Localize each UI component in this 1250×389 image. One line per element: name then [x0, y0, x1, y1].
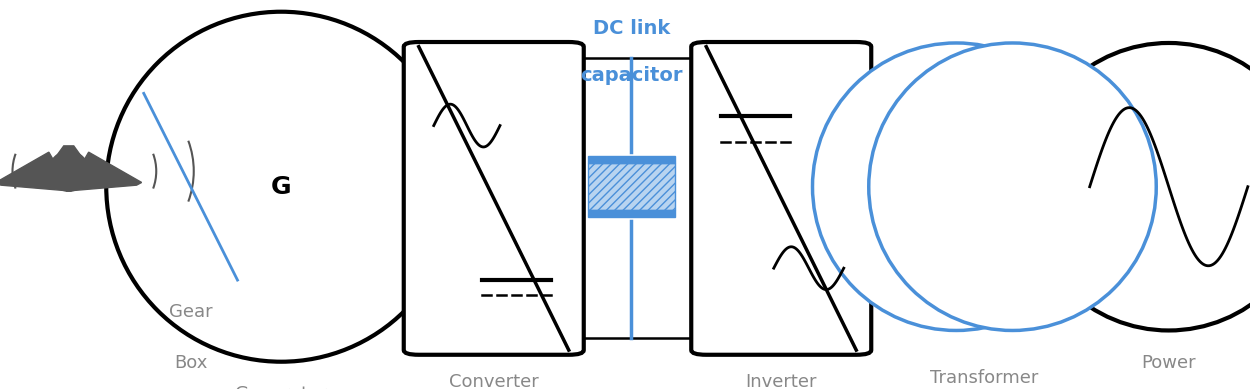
Text: G: G [271, 175, 291, 199]
Bar [588, 156, 675, 163]
Text: Generator: Generator [235, 385, 328, 389]
Text: Power: Power [1141, 354, 1196, 372]
FancyBboxPatch shape [691, 42, 871, 355]
Ellipse shape [812, 43, 1100, 331]
Ellipse shape [1025, 43, 1250, 331]
FancyBboxPatch shape [404, 42, 584, 355]
Text: Box: Box [174, 354, 208, 372]
Ellipse shape [869, 43, 1156, 331]
Text: Transformer: Transformer [930, 370, 1039, 387]
Polygon shape [66, 152, 141, 191]
Ellipse shape [49, 151, 89, 191]
Text: Gear: Gear [169, 303, 212, 321]
Text: DC link: DC link [592, 19, 670, 39]
Ellipse shape [106, 12, 456, 362]
Text: Converter: Converter [449, 373, 539, 389]
FancyBboxPatch shape [144, 93, 238, 280]
Polygon shape [0, 152, 71, 191]
Bar [588, 163, 675, 210]
Polygon shape [46, 146, 91, 170]
Bar [588, 210, 675, 217]
Text: capacitor: capacitor [580, 66, 682, 85]
Text: Inverter: Inverter [745, 373, 818, 389]
